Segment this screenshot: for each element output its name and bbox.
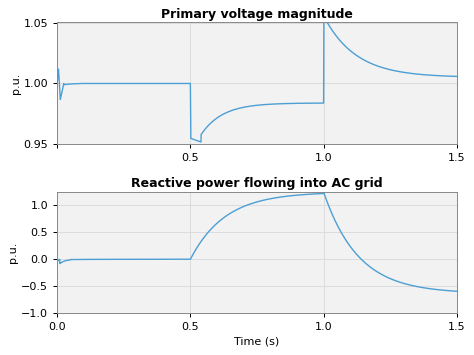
Title: Primary voltage magnitude: Primary voltage magnitude bbox=[161, 8, 353, 21]
Y-axis label: p.u.: p.u. bbox=[9, 242, 18, 263]
X-axis label: Time (s): Time (s) bbox=[234, 337, 280, 347]
Title: Reactive power flowing into AC grid: Reactive power flowing into AC grid bbox=[131, 178, 383, 190]
Y-axis label: p.u.: p.u. bbox=[10, 73, 20, 94]
